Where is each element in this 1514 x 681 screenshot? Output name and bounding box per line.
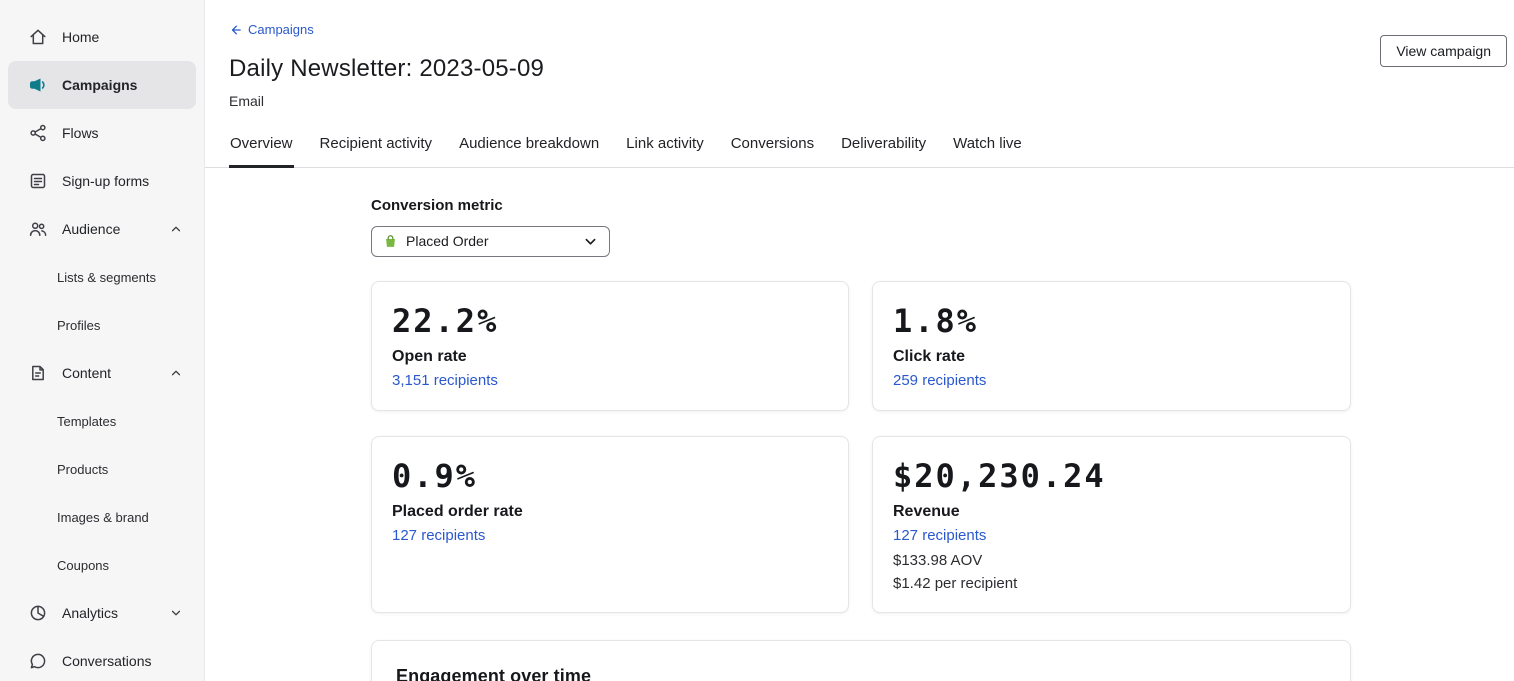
open-rate-value: 22.2% bbox=[392, 301, 499, 340]
conversion-metric-label: Conversion metric bbox=[371, 196, 503, 214]
tab-deliverability[interactable]: Deliverability bbox=[840, 123, 927, 168]
tab-conversions[interactable]: Conversions bbox=[730, 123, 815, 168]
conversion-metric-value: Placed Order bbox=[406, 233, 489, 249]
sidebar-item-profiles[interactable]: Profiles bbox=[57, 317, 101, 333]
sidebar-item-label: Analytics bbox=[62, 605, 119, 621]
revenue-per-recipient: $1.42 per recipient bbox=[893, 574, 1018, 592]
open-rate-label: Open rate bbox=[392, 347, 467, 365]
sidebar-item-label: Flows bbox=[62, 125, 99, 141]
placed-order-rate-value: 0.9% bbox=[392, 456, 478, 495]
audience-icon bbox=[28, 219, 48, 239]
sidebar-item-content[interactable]: Content bbox=[8, 349, 196, 397]
open-rate-card: 22.2% Open rate 3,151 recipients bbox=[371, 280, 849, 411]
chevron-down-icon bbox=[583, 234, 598, 249]
revenue-recipients-link[interactable]: 127 recipients bbox=[893, 526, 987, 544]
page-subtitle: Email bbox=[229, 92, 265, 109]
back-arrow-icon bbox=[229, 23, 243, 37]
placed-order-rate-label: Placed order rate bbox=[392, 502, 523, 520]
home-icon bbox=[28, 27, 48, 47]
sidebar-item-coupons[interactable]: Coupons bbox=[57, 557, 110, 573]
sidebar-item-audience[interactable]: Audience bbox=[8, 205, 196, 253]
sidebar-item-campaigns[interactable]: Campaigns bbox=[8, 61, 196, 109]
revenue-card: $20,230.24 Revenue 127 recipients $133.9… bbox=[872, 435, 1351, 613]
metric-cards: 22.2% Open rate 3,151 recipients 1.8% Cl… bbox=[371, 280, 1490, 613]
revenue-aov: $133.98 AOV bbox=[893, 551, 983, 569]
breadcrumb[interactable]: Campaigns bbox=[229, 22, 314, 37]
tab-recipient-activity[interactable]: Recipient activity bbox=[319, 123, 434, 168]
revenue-value: $20,230.24 bbox=[893, 456, 1106, 495]
sidebar: Home Campaigns Flows Sign-up forms Audie… bbox=[0, 0, 205, 681]
sidebar-item-label: Audience bbox=[62, 221, 121, 237]
sidebar-item-label: Content bbox=[62, 365, 112, 381]
open-rate-recipients-link[interactable]: 3,151 recipients bbox=[392, 371, 498, 389]
tab-bar: Overview Recipient activity Audience bre… bbox=[205, 123, 1514, 168]
chevron-up-icon bbox=[168, 365, 184, 381]
click-rate-card: 1.8% Click rate 259 recipients bbox=[872, 280, 1351, 411]
shopping-bag-icon bbox=[383, 234, 398, 249]
sidebar-item-lists-segments[interactable]: Lists & segments bbox=[57, 269, 156, 285]
sidebar-item-products[interactable]: Products bbox=[57, 461, 109, 477]
main-content: Campaigns Daily Newsletter: 2023-05-09 E… bbox=[205, 0, 1514, 681]
sidebar-item-analytics[interactable]: Analytics bbox=[8, 589, 196, 637]
sidebar-item-conversations[interactable]: Conversations bbox=[8, 637, 196, 681]
overview-panel: Conversion metric Placed Order 22.2% Ope… bbox=[205, 168, 1514, 681]
view-campaign-button[interactable]: View campaign bbox=[1380, 35, 1507, 67]
page-title: Daily Newsletter: 2023-05-09 bbox=[229, 54, 545, 82]
sidebar-item-label: Campaigns bbox=[62, 77, 138, 93]
signup-forms-icon bbox=[28, 171, 48, 191]
click-rate-label: Click rate bbox=[893, 347, 966, 365]
page-header: Campaigns Daily Newsletter: 2023-05-09 E… bbox=[205, 0, 1514, 109]
breadcrumb-label: Campaigns bbox=[248, 22, 314, 37]
conversion-metric-select[interactable]: Placed Order bbox=[371, 225, 610, 257]
sidebar-item-label: Sign-up forms bbox=[62, 173, 150, 189]
sidebar-item-flows[interactable]: Flows bbox=[8, 109, 196, 157]
tab-watch-live[interactable]: Watch live bbox=[952, 123, 1023, 168]
chevron-up-icon bbox=[168, 221, 184, 237]
conversations-icon bbox=[28, 651, 48, 671]
tab-overview[interactable]: Overview bbox=[229, 123, 294, 168]
sidebar-item-label: Conversations bbox=[62, 653, 152, 669]
tab-link-activity[interactable]: Link activity bbox=[625, 123, 705, 168]
content-icon bbox=[28, 363, 48, 383]
sidebar-item-templates[interactable]: Templates bbox=[57, 413, 117, 429]
sidebar-item-images-brand[interactable]: Images & brand bbox=[57, 509, 149, 525]
click-rate-recipients-link[interactable]: 259 recipients bbox=[893, 371, 987, 389]
engagement-over-time-title: Engagement over time bbox=[396, 665, 592, 681]
engagement-over-time-card: Engagement over time bbox=[371, 639, 1351, 681]
campaigns-icon bbox=[28, 75, 48, 95]
chevron-down-icon bbox=[168, 605, 184, 621]
analytics-icon bbox=[28, 603, 48, 623]
sidebar-item-signup-forms[interactable]: Sign-up forms bbox=[8, 157, 196, 205]
flows-icon bbox=[28, 123, 48, 143]
placed-order-rate-card: 0.9% Placed order rate 127 recipients bbox=[371, 435, 849, 613]
tab-audience-breakdown[interactable]: Audience breakdown bbox=[458, 123, 600, 168]
sidebar-item-home[interactable]: Home bbox=[8, 13, 196, 61]
sidebar-item-label: Home bbox=[62, 29, 100, 45]
click-rate-value: 1.8% bbox=[893, 301, 979, 340]
revenue-label: Revenue bbox=[893, 502, 960, 520]
placed-order-recipients-link[interactable]: 127 recipients bbox=[392, 526, 486, 544]
